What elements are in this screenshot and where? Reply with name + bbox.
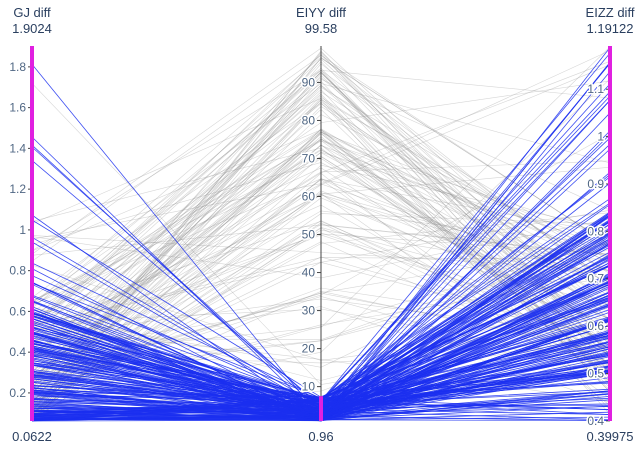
axis-title-eizz-diff: EIZZ diff: [586, 5, 635, 20]
axis-ticks-eiyy-diff: 10 20 30 40 50 60 70 80 90: [300, 74, 321, 395]
axis-min-gj-diff: 0.0622: [12, 429, 52, 444]
constraint-range-bar[interactable]: [608, 46, 612, 421]
tick-label: 0.6: [587, 319, 604, 333]
tick-label: 1.4: [9, 141, 26, 155]
axis-min-eiyy-diff: 0.96: [308, 429, 333, 444]
axis-max-eiyy-diff: 99.58: [305, 21, 338, 36]
tick-label: 0.9: [587, 177, 604, 191]
axis-eizz-diff[interactable]: EIZZ diff 1.19122 0.39975 0.40.50.60.70.…: [586, 5, 635, 444]
constraint-range-bar[interactable]: [30, 46, 34, 421]
tick-label: 80: [302, 113, 316, 127]
tick-label: 1.2: [9, 182, 26, 196]
tick-label: 0.5: [587, 367, 604, 381]
tick-label: 30: [302, 304, 316, 318]
tick-label: 1.1: [587, 82, 604, 96]
tick-label: 0.4: [587, 414, 604, 428]
axis-ticks-gj-diff: 0.2 0.4 0.6 0.8 1 1.2 1.4 1.6 1.8: [8, 58, 32, 401]
axis-max-eizz-diff: 1.19122: [587, 21, 634, 36]
tick-label: 0.2: [9, 386, 26, 400]
tick-label: 1: [19, 223, 26, 237]
tick-label: 0.6: [9, 304, 26, 318]
axis-title-eiyy-diff: EIYY diff: [296, 5, 346, 20]
tick-label: 1.6: [9, 101, 26, 115]
axis-max-gj-diff: 1.9024: [12, 21, 52, 36]
tick-label: 70: [302, 151, 316, 165]
tick-label: 0.8: [9, 264, 26, 278]
tick-label: 50: [302, 228, 316, 242]
axis-min-eizz-diff: 0.39975: [587, 429, 634, 444]
constraint-range-bar[interactable]: [319, 396, 323, 421]
tick-label: 20: [302, 342, 316, 356]
tick-label: 1: [597, 130, 604, 144]
tick-label: 0.8: [587, 224, 604, 238]
axis-eiyy-diff[interactable]: EIYY diff 99.58 0.96 10 20 30 40 50 60 70 80 90: [296, 5, 346, 444]
tick-label: 10: [302, 380, 316, 394]
tick-label: 1.8: [9, 60, 26, 74]
tick-label: 60: [302, 190, 316, 204]
tick-label: 40: [302, 266, 316, 280]
axis-ticks-eizz-diff: 0.4 0.5 0.6 0.7 0.8 0.9 1 1.1: [586, 81, 610, 429]
tick-label: 0.4: [9, 345, 26, 359]
axis-title-gj-diff: GJ diff: [13, 5, 51, 20]
axis-gj-diff[interactable]: GJ diff 1.9024 0.0622 0.2 0.4 0.6 0.8 1 1.2 1.…: [8, 5, 52, 444]
tick-label: 0.7: [587, 272, 604, 286]
tick-label: 90: [302, 75, 316, 89]
